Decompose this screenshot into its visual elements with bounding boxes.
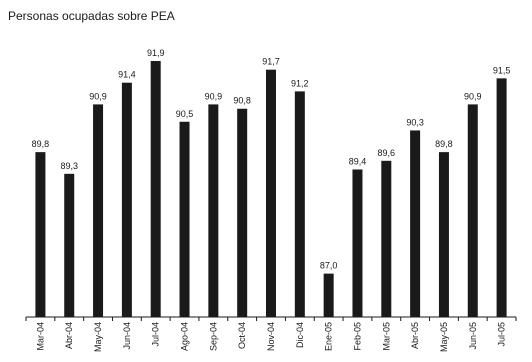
data-label-oct-04: 90,8 bbox=[233, 96, 251, 106]
data-label-jul-04: 91,9 bbox=[147, 48, 165, 58]
bar-jul-05 bbox=[496, 78, 507, 317]
data-label-nov-04: 91,7 bbox=[262, 57, 280, 67]
bar-abr-04 bbox=[64, 173, 75, 317]
x-tick-label-feb-05: Feb-05 bbox=[352, 322, 362, 351]
bar-oct-04 bbox=[237, 108, 248, 317]
chart-title: Personas ocupadas sobre PEA bbox=[8, 9, 175, 23]
data-label-group: 89,8 89,3 90,9 91,4 91,9 90,5 90,9 90,8 91,7 91,2… bbox=[32, 48, 511, 271]
x-tick-label-ene-05: Ene-05 bbox=[324, 322, 334, 351]
x-tick-label-abr-05: Abr-05 bbox=[410, 322, 420, 349]
x-tick-label-dic-04: Dic-04 bbox=[295, 322, 305, 348]
bar-abr-05 bbox=[410, 130, 421, 317]
bar-may-05 bbox=[438, 152, 449, 317]
data-label-jul-05: 91,5 bbox=[493, 65, 511, 75]
x-tick-label-jul-05: Jul-05 bbox=[497, 322, 507, 347]
bar-group bbox=[35, 61, 507, 318]
data-label-jun-04: 91,4 bbox=[118, 70, 136, 80]
bar-may-04 bbox=[93, 104, 104, 317]
x-tick-label-jul-04: Jul-04 bbox=[151, 322, 161, 347]
x-tick-label-nov-04: Nov-04 bbox=[266, 322, 276, 351]
data-label-dic-04: 91,2 bbox=[291, 78, 309, 88]
data-label-may-05: 89,8 bbox=[435, 139, 453, 149]
data-label-ene-05: 87,0 bbox=[320, 261, 338, 271]
bar-nov-04 bbox=[266, 69, 276, 318]
data-label-mar-05: 89,6 bbox=[378, 148, 396, 158]
x-tick-label-sep-04: Sep-04 bbox=[208, 322, 218, 351]
bar-ago-04 bbox=[179, 121, 190, 318]
bar-sep-04 bbox=[208, 104, 219, 317]
x-tick-label-mar-04: Mar-04 bbox=[35, 322, 45, 351]
data-label-ago-04: 90,5 bbox=[176, 109, 194, 119]
bar-mar-05 bbox=[381, 160, 392, 317]
bar-dic-04 bbox=[294, 91, 305, 317]
bar-feb-05 bbox=[352, 169, 363, 317]
bar-mar-04 bbox=[35, 152, 46, 317]
bar-ene-05 bbox=[323, 273, 334, 317]
x-tick-label-may-05: May-05 bbox=[439, 322, 449, 352]
data-label-sep-04: 90,9 bbox=[205, 91, 223, 101]
data-label-jun-05: 90,9 bbox=[464, 91, 482, 101]
x-tick-label-group: Mar-04 Abr-04 May-04 Jun-04 Jul-04 Ago-04 Sep-… bbox=[35, 322, 506, 352]
x-tick-label-ago-04: Ago-04 bbox=[180, 322, 190, 351]
bar-jul-04 bbox=[150, 61, 161, 317]
x-tick-label-jun-04: Jun-04 bbox=[122, 322, 132, 350]
x-tick-label-oct-04: Oct-04 bbox=[237, 322, 247, 349]
x-tick-label-jun-05: Jun-05 bbox=[468, 322, 478, 350]
data-label-may-04: 90,9 bbox=[89, 91, 107, 101]
bar-jun-05 bbox=[467, 104, 478, 317]
data-label-abr-04: 89,3 bbox=[60, 161, 78, 171]
data-label-mar-04: 89,8 bbox=[32, 139, 50, 149]
x-tick-label-may-04: May-04 bbox=[93, 322, 103, 352]
x-tick-group bbox=[25, 317, 517, 321]
x-tick-label-mar-05: Mar-05 bbox=[381, 322, 391, 351]
data-label-feb-05: 89,4 bbox=[349, 156, 367, 166]
bar-jun-04 bbox=[121, 82, 132, 317]
x-tick-label-abr-04: Abr-04 bbox=[64, 322, 74, 349]
data-label-abr-05: 90,3 bbox=[406, 117, 424, 127]
